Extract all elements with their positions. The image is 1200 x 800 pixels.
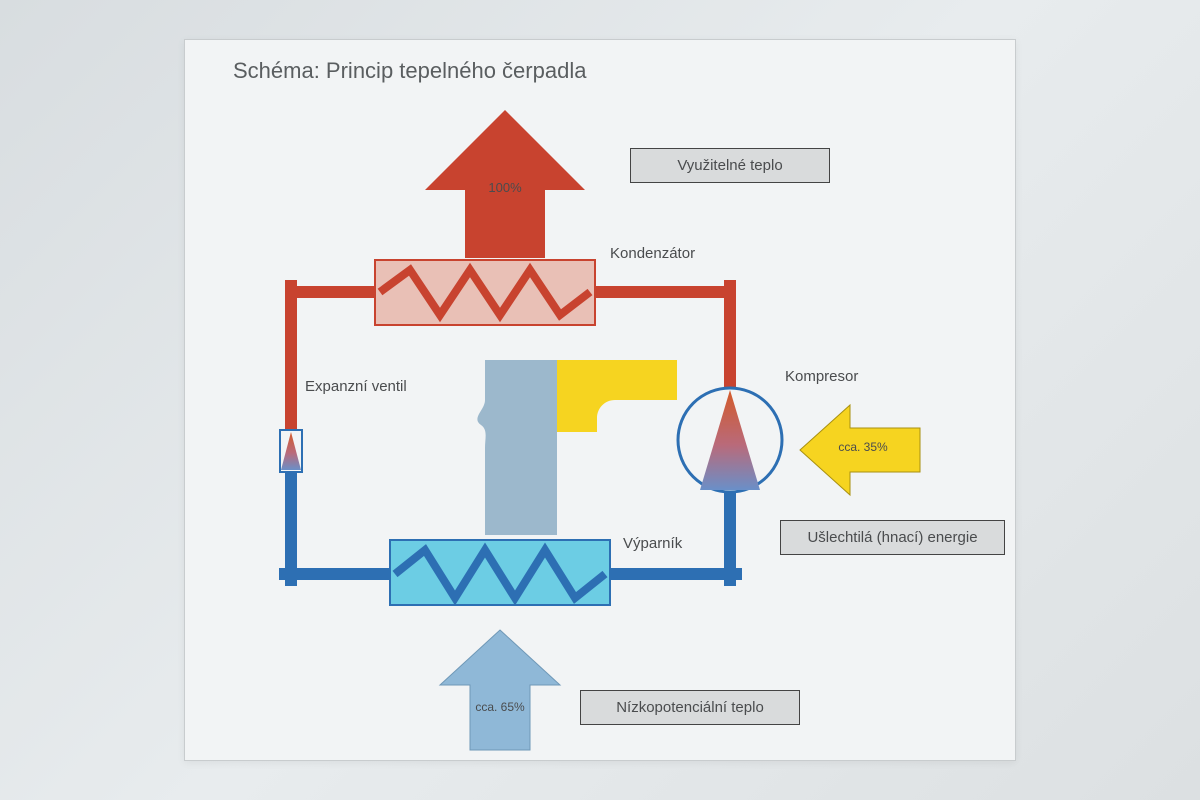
yellow-elbow bbox=[557, 360, 677, 432]
evaporator bbox=[390, 540, 610, 605]
condenser bbox=[375, 260, 595, 325]
compressor bbox=[678, 388, 782, 492]
arrow-top bbox=[425, 110, 585, 258]
label-condenser: Kondenzátor bbox=[610, 245, 695, 262]
label-evaporator: Výparník bbox=[623, 535, 682, 552]
label-low-potential-heat: Nízkopotenciální teplo bbox=[580, 690, 800, 725]
label-compressor: Kompresor bbox=[785, 368, 858, 385]
air-duct-simple bbox=[487, 360, 557, 535]
label-expansion-valve: Expanzní ventil bbox=[305, 378, 407, 395]
arrow-bottom bbox=[440, 630, 560, 750]
label-drive-energy: Ušlechtilá (hnací) energie bbox=[780, 520, 1005, 555]
expansion-valve bbox=[280, 430, 302, 472]
arrow-right bbox=[800, 405, 920, 495]
diagram-svg bbox=[185, 40, 1015, 760]
label-usable-heat: Využitelné teplo bbox=[630, 148, 830, 183]
diagram-panel: Schéma: Princip tepelného čerpadla bbox=[184, 39, 1016, 761]
